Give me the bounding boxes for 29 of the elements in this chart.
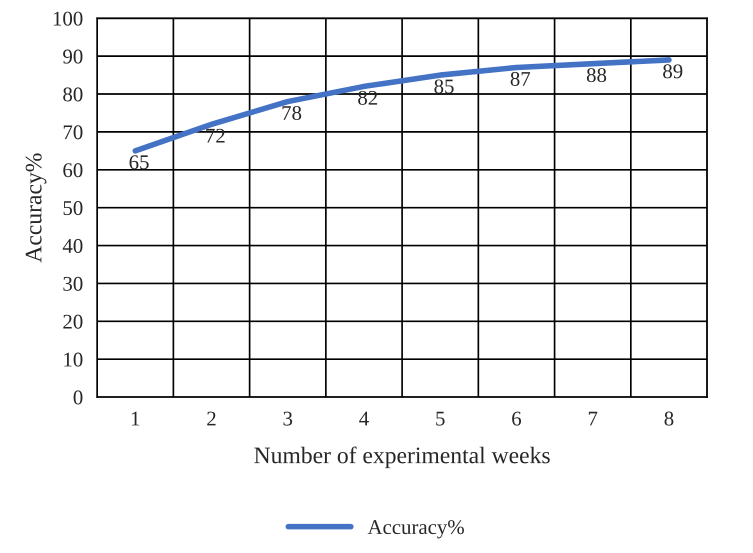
y-tick-label: 50 [64, 201, 82, 216]
x-tick-label: 5 [436, 412, 445, 426]
data-label: 88 [586, 68, 606, 82]
y-tick-label: 10 [64, 352, 82, 367]
data-label: 65 [130, 155, 149, 170]
data-label: 78 [282, 106, 302, 120]
x-tick-label: 3 [284, 412, 292, 426]
x-tick-label: 1 [132, 412, 140, 426]
x-axis-title: Number of experimental weeks [254, 446, 550, 468]
y-tick-label: 70 [64, 125, 82, 140]
x-tick-label: 4 [359, 412, 369, 426]
y-tick-label: 30 [63, 276, 82, 291]
legend-label: Accuracy% [368, 520, 464, 538]
x-tick-label: 2 [207, 412, 216, 426]
y-axis-title: Accuracy% [26, 153, 46, 262]
y-tick-label: 90 [63, 50, 82, 64]
y-tick-label: 40 [62, 238, 82, 253]
x-tick-label: 8 [664, 412, 674, 426]
data-label: 89 [663, 64, 682, 78]
y-tick-label: 20 [63, 314, 82, 329]
x-tick-label: 6 [512, 412, 522, 426]
y-tick-label: 80 [63, 87, 82, 102]
data-label: 85 [434, 79, 454, 94]
x-tick-label: 7 [588, 412, 598, 426]
y-tick-label: 0 [74, 390, 82, 404]
y-tick-label: 60 [63, 163, 82, 178]
data-label: 87 [510, 72, 530, 86]
data-label: 82 [358, 90, 378, 105]
y-tick-label: 100 [54, 12, 82, 26]
